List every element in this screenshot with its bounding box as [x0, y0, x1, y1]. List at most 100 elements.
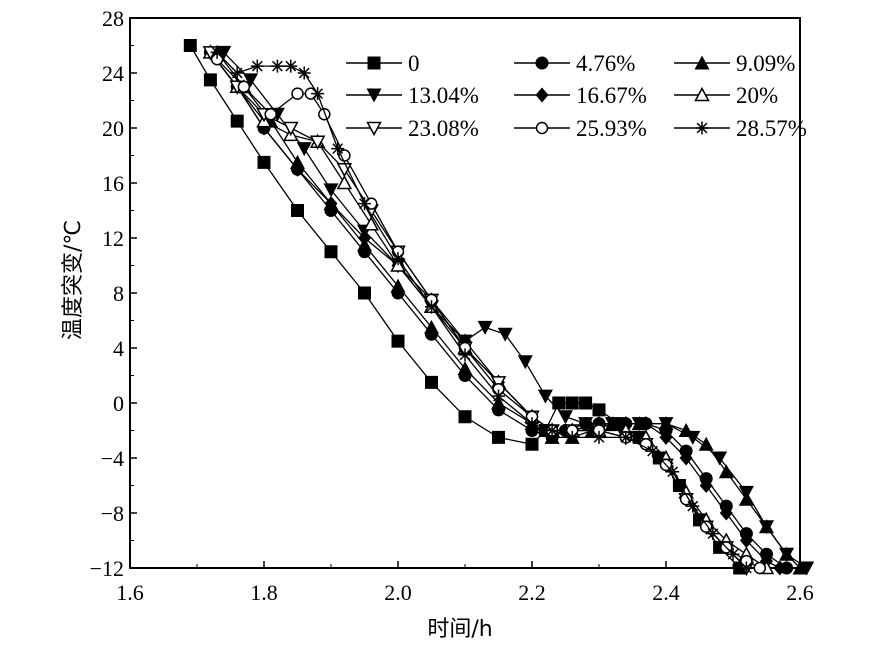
- legend-label: 23.08%: [408, 116, 479, 141]
- y-tick-label: 28: [102, 6, 124, 31]
- data-point: [592, 430, 606, 444]
- data-point: [558, 410, 573, 425]
- data-point: [666, 465, 680, 479]
- data-point: [739, 533, 753, 548]
- legend-marker: [366, 88, 382, 103]
- data-point: [773, 560, 787, 576]
- legend-marker: [535, 121, 549, 135]
- x-axis-title: 时间/h: [427, 617, 492, 642]
- data-point: [230, 114, 244, 128]
- legend-label: 0: [408, 51, 420, 76]
- y-tick-label: 8: [113, 281, 124, 306]
- data-point: [759, 520, 774, 535]
- legend-label: 16.67%: [576, 83, 647, 108]
- data-point: [391, 252, 405, 266]
- data-point: [726, 547, 740, 561]
- data-point: [799, 561, 815, 576]
- data-point: [525, 417, 539, 431]
- y-tick-label: −8: [101, 501, 124, 526]
- data-point: [283, 121, 299, 137]
- legend-entry: 4.76%: [514, 49, 635, 77]
- legend-entry: 20%: [674, 81, 778, 109]
- data-point: [284, 59, 298, 73]
- axes: 1.6 1.8 2.0 2.2 2.4 2.6 −12 −8 −4 0 4 8 12 16 20 24 28: [90, 6, 814, 605]
- data-point: [699, 478, 713, 493]
- data-point: [358, 230, 371, 246]
- y-tick-label: 24: [102, 61, 124, 86]
- data-point: [739, 561, 753, 575]
- data-point: [291, 161, 304, 177]
- legend-label: 13.04%: [408, 83, 479, 108]
- data-point: [183, 39, 197, 52]
- y-axis-title: 温度突变/℃: [61, 220, 86, 340]
- data-point: [619, 430, 633, 444]
- data-point: [358, 197, 371, 211]
- y-tick-label: 20: [102, 116, 124, 141]
- data-point: [250, 59, 264, 73]
- y-tick-label: 4: [113, 336, 124, 361]
- data-point: [425, 375, 438, 389]
- data-point: [497, 327, 513, 342]
- data-point: [309, 135, 326, 150]
- data-point: [257, 155, 271, 169]
- data-point: [537, 389, 553, 404]
- data-point: [792, 560, 808, 575]
- x-tick-label: 2.0: [384, 580, 412, 605]
- data-point: [659, 429, 673, 445]
- data-point: [458, 410, 472, 424]
- data-point: [738, 485, 754, 500]
- legend-entry: 25.93%: [514, 114, 647, 142]
- y-tick-label: 16: [102, 171, 124, 196]
- legend-entry: 13.04%: [346, 81, 479, 109]
- data-point: [492, 389, 505, 403]
- data-point: [390, 278, 406, 293]
- data-point: [323, 183, 339, 198]
- legend-label: 28.57%: [736, 116, 807, 141]
- series-layer: [183, 39, 815, 577]
- x-tick-label: 1.6: [116, 580, 144, 605]
- data-point: [477, 320, 493, 335]
- data-point: [391, 334, 405, 348]
- legend-marker: [694, 86, 710, 102]
- x-tick-label: 2.2: [518, 580, 546, 605]
- data-point: [324, 196, 338, 212]
- legend-marker: [367, 56, 381, 70]
- data-point: [646, 444, 660, 458]
- data-point: [291, 87, 304, 100]
- legend-entry: 9.09%: [674, 49, 795, 77]
- y-tick-label: −4: [101, 446, 124, 471]
- data-point: [552, 396, 566, 410]
- legend-label: 4.76%: [576, 51, 635, 76]
- legend: 0 4.76% 9.09% 13.04% 16.67% 20% 23.08% 25.93% 28…: [346, 49, 807, 142]
- data-point: [296, 142, 312, 157]
- data-point: [243, 73, 259, 88]
- data-point: [424, 319, 439, 334]
- data-point: [658, 417, 674, 432]
- x-tick-label: 2.6: [786, 580, 814, 605]
- data-point: [639, 416, 653, 432]
- data-point: [685, 430, 701, 445]
- data-point: [203, 73, 217, 87]
- data-point: [719, 505, 733, 521]
- data-point: [679, 450, 693, 466]
- legend-entry: 23.08%: [346, 114, 479, 142]
- legend-marker: [366, 121, 382, 137]
- data-point: [565, 396, 579, 410]
- legend-marker: [694, 55, 710, 70]
- data-point: [270, 59, 284, 73]
- data-point: [457, 361, 473, 376]
- data-point: [698, 436, 714, 451]
- data-point: [363, 216, 379, 231]
- legend-label: 20%: [736, 83, 778, 108]
- y-tick-label: 12: [102, 226, 124, 251]
- data-point: [779, 547, 795, 562]
- legend-marker: [535, 87, 549, 103]
- data-point: [336, 163, 353, 178]
- legend-entry: 28.57%: [674, 114, 807, 142]
- y-tick-label: 0: [113, 391, 124, 416]
- data-point: [706, 527, 720, 541]
- data-point: [517, 355, 533, 370]
- data-point: [324, 245, 338, 259]
- data-point: [318, 108, 331, 121]
- data-point: [336, 174, 353, 190]
